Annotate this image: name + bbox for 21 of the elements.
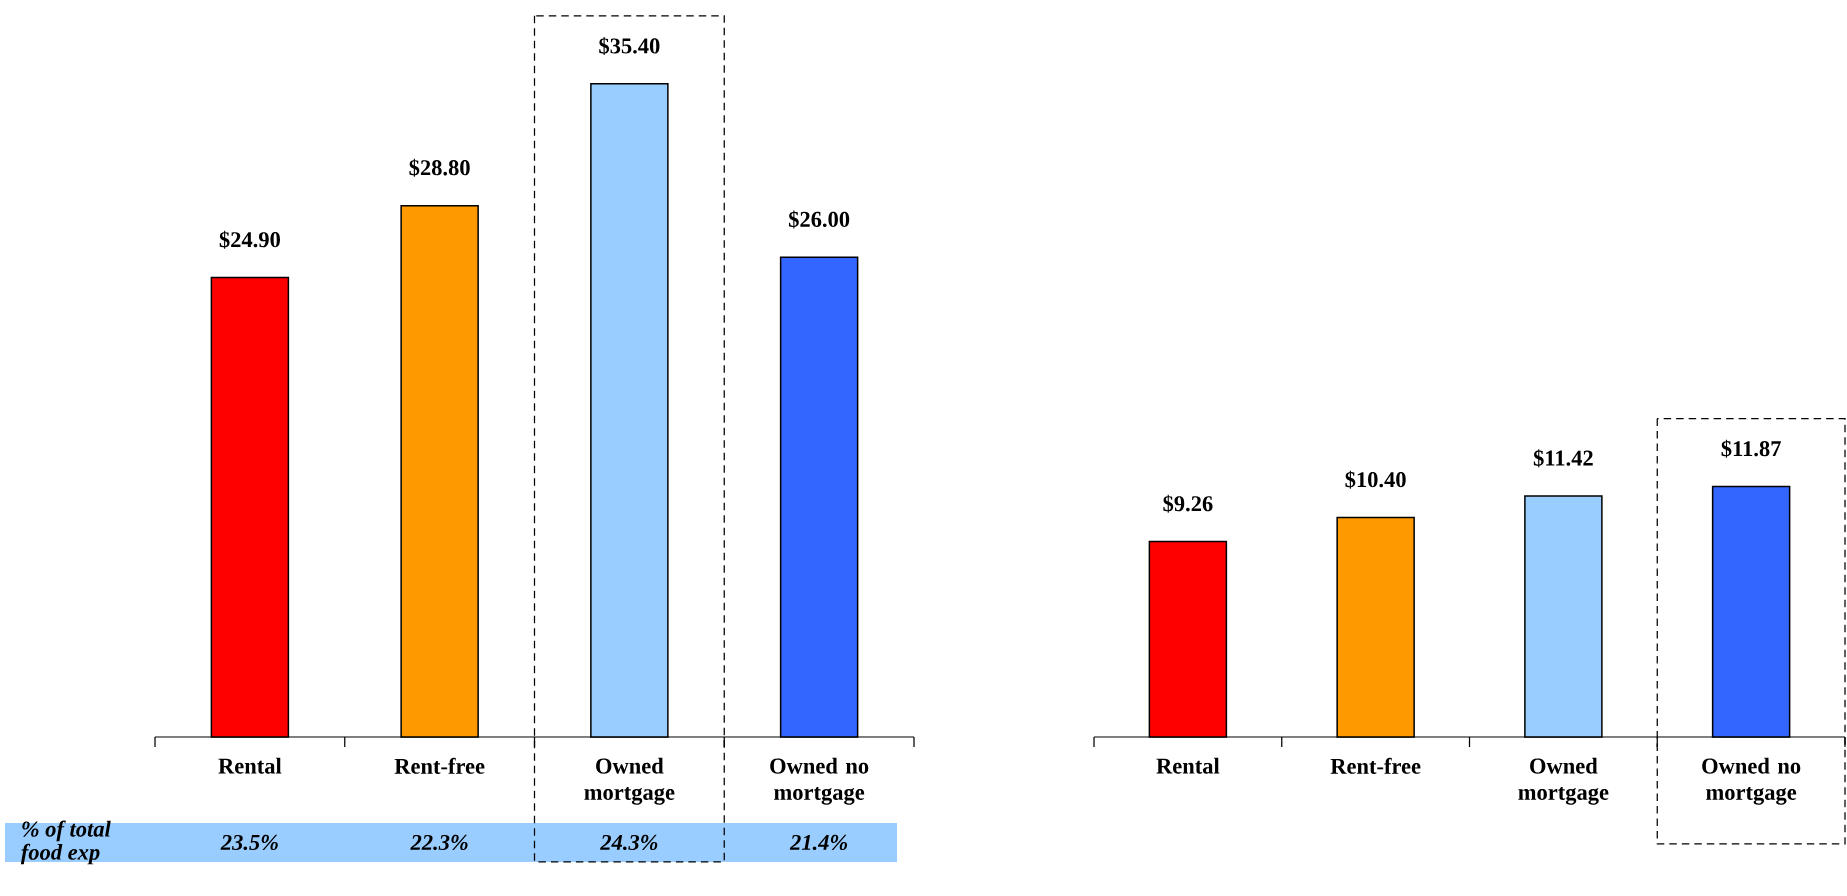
x-tick-label: Owned mortgage [584, 757, 675, 805]
data-label: $10.40 [1345, 470, 1406, 489]
x-tick-label: Rental [218, 757, 282, 774]
data-label: $26.00 [788, 210, 850, 229]
x-tick-label: Rental [1156, 757, 1220, 774]
data-label: $28.80 [409, 158, 470, 177]
x-tick-label: Rent-free [394, 757, 485, 774]
text: 21.4% [789, 834, 848, 851]
x-tick-label: Rent-free [1330, 757, 1421, 774]
x-tick-label: Owned mortgage [1518, 757, 1609, 805]
text: 24.3% [600, 834, 658, 851]
data-label: $9.26 [1163, 494, 1213, 513]
data-label: $24.90 [219, 230, 280, 249]
text: 22.3% [410, 834, 468, 851]
text: 23.5% [220, 834, 278, 851]
data-label: $11.87 [1721, 439, 1781, 458]
text: % of total food exp [20, 820, 111, 865]
x-tick-label: Owned no mortgage [1702, 757, 1801, 805]
data-label: $35.40 [599, 37, 660, 56]
data-label: $11.42 [1533, 449, 1593, 468]
x-tick-label: Owned no mortgage [770, 757, 869, 805]
